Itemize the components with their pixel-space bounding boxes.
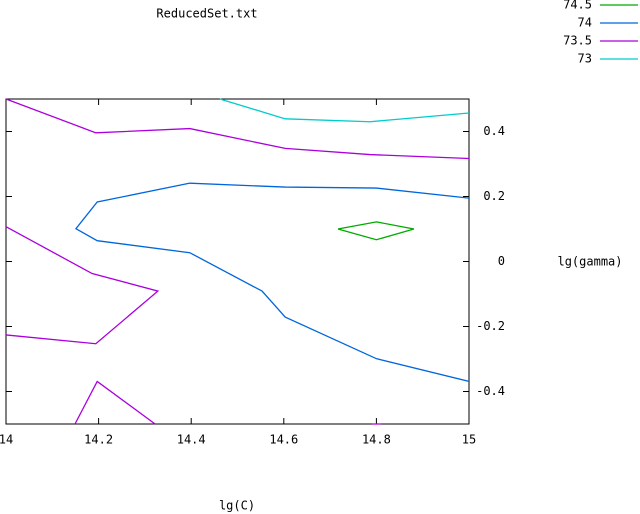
- y-tick-label: 0.2: [483, 189, 505, 203]
- chart-title: ReducedSet.txt: [156, 7, 257, 21]
- legend-label: 74: [578, 16, 592, 30]
- y-tick-label: -0.2: [476, 319, 505, 333]
- contour-line: [219, 98, 470, 123]
- x-tick-label: 14.6: [269, 433, 298, 447]
- y-tick-label: -0.4: [476, 384, 505, 398]
- x-tick-label: 14.4: [177, 433, 206, 447]
- x-tick-label: 14.8: [362, 433, 391, 447]
- contour-line: [74, 182, 470, 383]
- legend-label: 73: [578, 52, 592, 66]
- contour-line: [5, 98, 470, 425]
- y-tick-label: 0.4: [483, 124, 505, 138]
- legend-label: 74.5: [563, 0, 592, 12]
- x-tick-label: 14: [0, 433, 13, 447]
- plot-frame: [5, 98, 470, 425]
- x-tick-label: 14.2: [84, 433, 113, 447]
- y-axis-label: lg(gamma): [557, 255, 622, 269]
- legend-label: 73.5: [563, 34, 592, 48]
- x-axis-label: lg(C): [219, 499, 255, 513]
- y-tick-label: 0: [498, 254, 505, 268]
- x-tick-label: 15: [462, 433, 476, 447]
- contour-line: [337, 221, 415, 241]
